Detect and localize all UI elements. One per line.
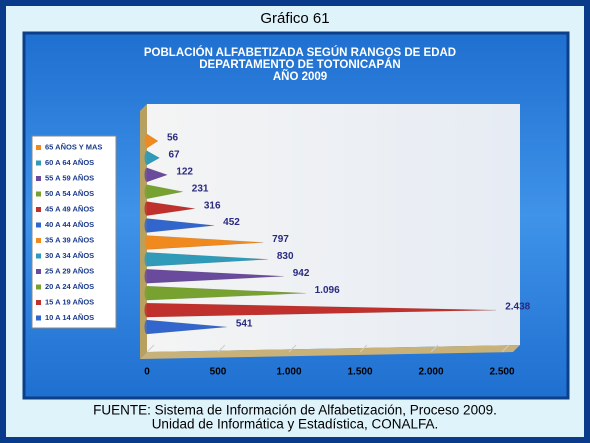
- legend-swatch: [36, 238, 41, 243]
- chart-title: AÑO 2009: [273, 70, 327, 83]
- value-label: 797: [272, 234, 289, 245]
- legend-label: 60 A 64 AÑOS: [45, 158, 94, 167]
- grid-line: [430, 344, 439, 353]
- value-label: 56: [167, 133, 179, 144]
- bar-base: [144, 286, 150, 301]
- legend-label: 30 A 34 AÑOS: [45, 251, 94, 260]
- legend-label: 10 A 14 AÑOS: [45, 313, 94, 322]
- header: Gráfico 61: [260, 10, 329, 27]
- legend-swatch: [36, 269, 41, 274]
- chart-title: DEPARTAMENTO DE TOTONICAPÁN: [199, 58, 400, 71]
- grid-line: [359, 344, 368, 353]
- legend-label: 45 A 49 AÑOS: [45, 204, 94, 213]
- bar-base: [144, 184, 150, 199]
- x-tick-label: 0: [144, 367, 150, 378]
- grid-line: [146, 344, 155, 353]
- legend-label: 50 A 54 AÑOS: [45, 189, 94, 198]
- bar-base: [144, 252, 150, 267]
- x-tick-label: 500: [210, 367, 227, 378]
- legend-swatch: [36, 176, 41, 181]
- legend-label: 35 A 39 AÑOS: [45, 235, 94, 244]
- legend-swatch: [36, 253, 41, 259]
- grid-line: [217, 344, 226, 353]
- footer-line: Unidad de Informática y Estadística, CON…: [152, 417, 439, 432]
- x-tick-label: 2.500: [489, 367, 514, 378]
- value-label: 2.438: [505, 302, 530, 313]
- legend-label: 55 A 59 AÑOS: [45, 173, 94, 182]
- value-label: 316: [204, 200, 221, 211]
- bar-base: [144, 134, 150, 148]
- bar-base: [144, 235, 150, 250]
- x-tick-label: 1.000: [276, 367, 301, 378]
- legend-swatch: [36, 145, 41, 150]
- legend-label: 20 A 24 AÑOS: [45, 282, 94, 291]
- bar-base: [144, 218, 150, 233]
- value-label: 452: [223, 217, 240, 228]
- x-tick-label: 1.500: [347, 367, 372, 378]
- plot-floor: [140, 345, 520, 359]
- legend-swatch: [36, 191, 41, 197]
- legend-label: 40 A 44 AÑOS: [45, 220, 94, 229]
- grid-line: [501, 344, 510, 353]
- value-label: 830: [277, 251, 294, 262]
- plot-wall: [147, 104, 520, 352]
- bar-base: [144, 303, 150, 318]
- value-label: 1.096: [315, 285, 340, 296]
- value-label: 231: [192, 183, 209, 194]
- legend-swatch: [36, 222, 41, 228]
- value-label: 942: [293, 268, 310, 279]
- grid-line: [288, 344, 297, 353]
- legend-label: 65 AÑOS Y MAS: [45, 142, 102, 151]
- legend-label: 15 A 19 AÑOS: [45, 297, 94, 306]
- value-label: 67: [169, 150, 181, 161]
- bar-base: [144, 167, 150, 182]
- legend: [31, 135, 117, 329]
- footer-line: FUENTE: Sistema de Información de Alfabe…: [93, 403, 497, 418]
- x-tick-label: 2.000: [418, 367, 443, 378]
- bar-base: [144, 320, 150, 334]
- bar-base: [144, 201, 150, 216]
- legend-swatch: [36, 160, 41, 166]
- legend-label: 25 A 29 AÑOS: [45, 266, 94, 275]
- legend-swatch: [36, 315, 41, 321]
- legend-swatch: [36, 300, 41, 305]
- legend-swatch: [36, 284, 41, 290]
- bar-base: [144, 269, 150, 284]
- value-label: 122: [176, 166, 193, 177]
- bar-base: [144, 150, 150, 165]
- value-label: 541: [236, 319, 253, 330]
- legend-swatch: [36, 207, 41, 212]
- chart-title: POBLACIÓN ALFABETIZADA SEGÚN RANGOS DE E…: [144, 46, 456, 59]
